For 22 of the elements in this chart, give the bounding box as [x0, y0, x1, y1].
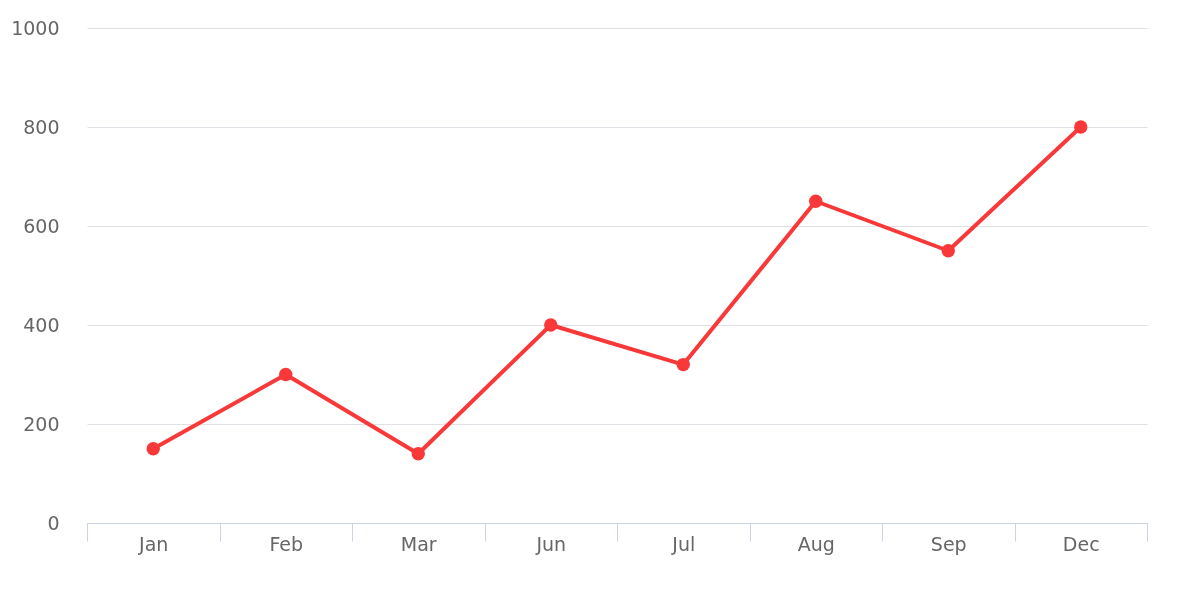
point	[676, 357, 690, 372]
y-tick-label: 200	[23, 412, 60, 435]
x-tick-label: Jul	[671, 532, 696, 555]
point	[941, 244, 955, 258]
y-tick-label: 400	[23, 313, 60, 336]
x-tick-label: Aug	[797, 532, 835, 555]
y-tick-label: 0	[47, 511, 60, 534]
point	[809, 194, 823, 208]
x-tick-label: Feb	[269, 532, 304, 555]
x-tick-label: Jan	[138, 532, 169, 555]
point	[1074, 120, 1088, 134]
point	[411, 447, 425, 461]
y-tick-label: 600	[23, 214, 60, 237]
y-tick-label: 800	[23, 115, 60, 138]
x-tick-label: Jun	[535, 532, 567, 555]
x-tick-label: Mar	[400, 532, 437, 555]
point	[279, 367, 293, 382]
point	[146, 442, 160, 456]
x-tick-label: Dec	[1062, 532, 1100, 555]
x-tick-label: Sep	[930, 532, 967, 555]
point	[544, 318, 558, 332]
y-tick-label: 1000	[11, 16, 60, 39]
